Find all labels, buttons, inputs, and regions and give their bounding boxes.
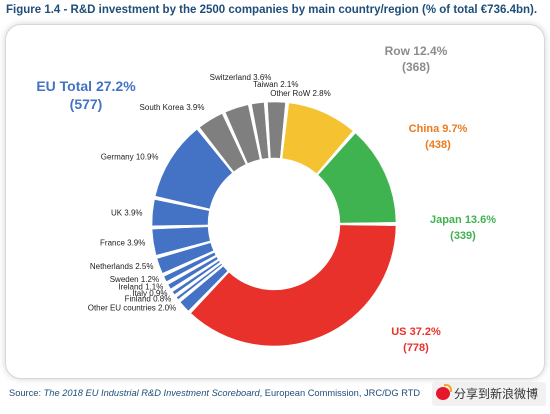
big-label-us: US 37.2% [391,326,441,338]
slice-japan [317,132,397,224]
weibo-logo-icon [436,384,452,400]
slice-label-netherlands: Netherlands 2.5% [90,262,154,271]
slice-us [190,224,397,347]
slice-sweden [163,252,217,282]
source-title: The 2018 EU Industrial R&D Investment Sc… [43,388,260,398]
slice-taiwan [251,102,269,160]
big-label-japan: Japan 13.6% [430,214,496,226]
slice-other-row [267,101,286,159]
slice-label-taiwan: Taiwan 2.1% [253,80,298,89]
slice-ireland [167,256,219,290]
source-note: Source: The 2018 EU Industrial R&D Inves… [9,388,420,398]
group-count-eu-total: (577) [70,96,103,112]
slice-label-switzerland: Switzerland 3.6% [210,73,272,82]
group-label-row: Row 12.4% [385,44,448,58]
slice-label-uk: UK 3.9% [111,209,143,218]
group-count-row: (368) [402,60,430,74]
slice-label-south-korea: South Korea 3.9% [140,103,205,112]
slice-label-germany: Germany 10.9% [101,152,159,161]
slice-other-eu-countries [179,265,229,312]
count-label-china: (438) [425,139,451,151]
slice-label-other-eu-countries: Other EU countries 2.0% [88,304,176,313]
slice-netherlands [156,242,214,274]
slice-germany [154,129,233,210]
source-suffix: , European Commission, JRC/DG RTD [259,388,421,398]
watermark-text: 分享到新浪微博 [454,387,539,401]
donut-chart: Other EU countries 2.0%Finland 0.8%Italy… [36,44,496,354]
count-label-japan: (339) [450,230,476,242]
weibo-share-watermark[interactable]: 分享到新浪微博 [432,382,547,406]
slice-switzerland [224,104,261,164]
slice-label-ireland: Ireland 1.1% [118,283,163,292]
figure-title: Figure 1.4 - R&D investment by the 2500 … [6,4,538,16]
big-label-china: China 9.7% [409,123,468,135]
slice-label-finland: Finland 0.8% [125,294,172,303]
slice-label-sweden: Sweden 1.2% [110,275,159,284]
slice-label-italy: Italy 0.9% [132,289,167,298]
slice-south-korea [199,113,247,173]
slice-uk [151,199,210,226]
slice-label-other-row: Other RoW 2.8% [270,89,330,98]
slice-finland [176,263,223,300]
slice-france [151,226,211,256]
slice-italy [172,260,221,295]
group-label-eu-total: EU Total 27.2% [36,78,136,94]
count-label-us: (778) [403,342,429,354]
source-prefix: Source: [9,388,44,398]
slice-china [281,102,354,175]
chart-panel: Other EU countries 2.0% Finland 0.8% Italy… [5,24,545,379]
slice-label-france: France 3.9% [100,238,145,247]
